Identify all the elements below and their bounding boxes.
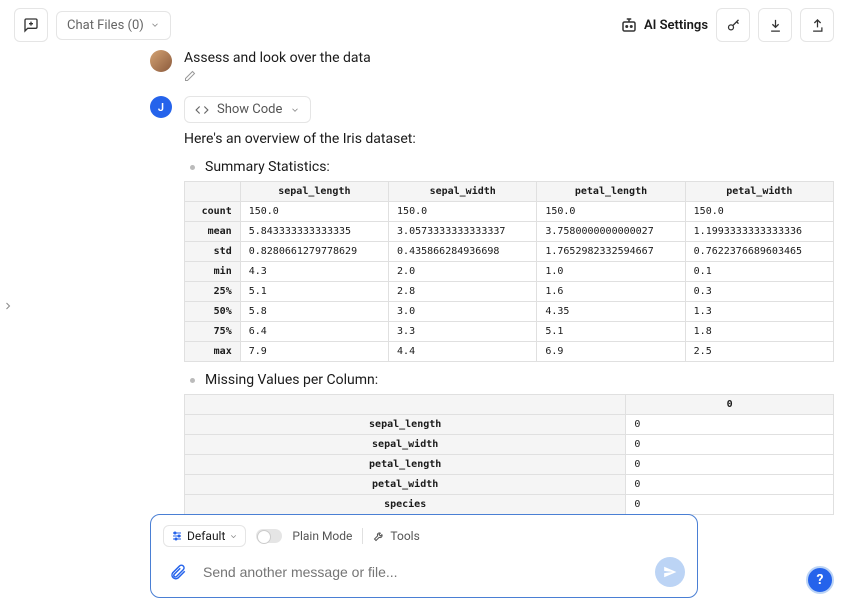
sliders-icon xyxy=(171,530,183,542)
table-row: sepal_width0 xyxy=(185,435,834,455)
download-icon xyxy=(768,18,783,33)
table-row: petal_length0 xyxy=(185,455,834,475)
message-input[interactable] xyxy=(203,564,645,580)
table-row: mean5.8433333333333353.05733333333333373… xyxy=(185,222,834,242)
robot-icon xyxy=(620,16,638,34)
chevron-down-icon xyxy=(290,105,300,115)
share-icon xyxy=(810,18,825,33)
expand-sidebar-button[interactable] xyxy=(2,300,14,312)
separator xyxy=(362,528,363,544)
bullet-icon xyxy=(190,378,195,383)
table-row: species0 xyxy=(185,495,834,515)
chat-files-label: Chat Files (0) xyxy=(67,18,144,33)
table-row: max7.94.46.92.5 xyxy=(185,342,834,362)
model-selector[interactable]: Default xyxy=(163,525,246,547)
table-row: 75%6.43.35.11.8 xyxy=(185,322,834,342)
ai-settings-button[interactable]: AI Settings xyxy=(620,16,708,34)
share-button[interactable] xyxy=(800,8,834,42)
edit-message-button[interactable] xyxy=(184,70,834,82)
plain-mode-toggle[interactable] xyxy=(256,529,282,543)
attach-file-button[interactable] xyxy=(163,557,193,587)
table-row: petal_width0 xyxy=(185,475,834,495)
chevron-down-icon xyxy=(150,20,160,30)
table-row: min4.32.01.00.1 xyxy=(185,262,834,282)
table-row: count150.0150.0150.0150.0 xyxy=(185,202,834,222)
section-summary-title: Summary Statistics: xyxy=(205,159,330,175)
table-row: 25%5.12.81.60.3 xyxy=(185,282,834,302)
wrench-icon xyxy=(373,530,385,542)
summary-statistics-table: sepal_lengthsepal_widthpetal_lengthpetal… xyxy=(184,181,834,362)
chat-input-area: Default Plain Mode Tools xyxy=(150,514,698,598)
key-icon xyxy=(726,18,741,33)
model-selector-label: Default xyxy=(187,529,225,543)
show-code-button[interactable]: Show Code xyxy=(184,96,311,123)
bullet-icon xyxy=(190,165,195,170)
user-message-text: Assess and look over the data xyxy=(184,50,834,66)
show-code-label: Show Code xyxy=(217,102,282,117)
assistant-avatar: J xyxy=(150,96,172,118)
send-button[interactable] xyxy=(655,557,685,587)
help-button[interactable]: ? xyxy=(806,566,834,594)
chevron-right-icon xyxy=(2,300,14,312)
send-icon xyxy=(663,565,677,579)
table-row: std0.82806612797786290.4358662849366981.… xyxy=(185,242,834,262)
section-missing-title: Missing Values per Column: xyxy=(205,372,378,388)
plain-mode-label: Plain Mode xyxy=(292,529,352,543)
new-chat-button[interactable] xyxy=(14,8,48,42)
chevron-down-icon xyxy=(229,532,238,541)
code-icon xyxy=(195,103,209,117)
tools-button[interactable]: Tools xyxy=(373,529,419,543)
table-row: sepal_length0 xyxy=(185,415,834,435)
chat-content: Assess and look over the data J Show Cod… xyxy=(0,50,848,530)
chat-files-dropdown[interactable]: Chat Files (0) xyxy=(56,11,171,40)
assistant-overview-text: Here's an overview of the Iris dataset: xyxy=(184,131,834,147)
api-key-button[interactable] xyxy=(716,8,750,42)
ai-settings-label: AI Settings xyxy=(644,18,708,33)
pencil-icon xyxy=(184,70,196,82)
missing-values-table: 0sepal_length0sepal_width0petal_length0p… xyxy=(184,394,834,515)
paperclip-icon xyxy=(169,563,187,581)
download-button[interactable] xyxy=(758,8,792,42)
user-avatar xyxy=(150,50,172,72)
table-row: 50%5.83.04.351.3 xyxy=(185,302,834,322)
tools-label: Tools xyxy=(390,529,419,543)
